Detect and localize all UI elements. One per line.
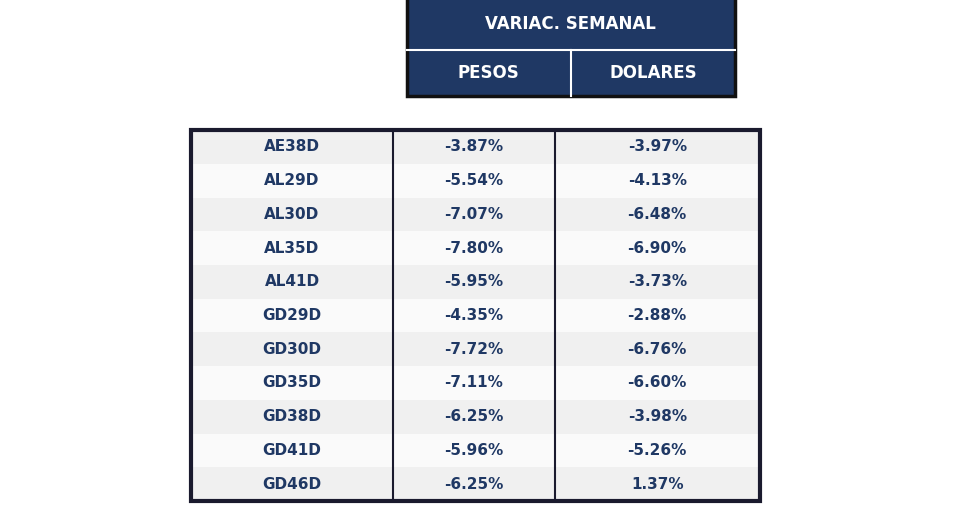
Text: GD35D: GD35D (263, 375, 321, 390)
Text: -3.98%: -3.98% (627, 409, 687, 424)
Text: -5.26%: -5.26% (627, 443, 687, 458)
Text: VARIAC. SEMANAL: VARIAC. SEMANAL (485, 15, 657, 33)
Text: -6.90%: -6.90% (627, 241, 687, 255)
Text: AE38D: AE38D (264, 140, 320, 155)
Text: -5.95%: -5.95% (444, 275, 504, 289)
Text: -3.73%: -3.73% (627, 275, 687, 289)
Text: -7.07%: -7.07% (444, 207, 504, 222)
Text: -7.80%: -7.80% (444, 241, 504, 255)
Bar (191, 366, 760, 400)
Text: GD30D: GD30D (263, 342, 321, 357)
Bar (191, 400, 760, 433)
Text: -5.54%: -5.54% (444, 173, 504, 188)
Text: GD38D: GD38D (263, 409, 321, 424)
Text: -6.60%: -6.60% (627, 375, 687, 390)
Text: -3.97%: -3.97% (627, 140, 687, 155)
Text: -7.72%: -7.72% (444, 342, 504, 357)
Bar (191, 232, 760, 265)
Bar (191, 198, 760, 232)
Bar (191, 130, 760, 501)
Text: AL41D: AL41D (265, 275, 319, 289)
Bar (191, 265, 760, 298)
Text: GD29D: GD29D (263, 308, 321, 323)
Text: -5.96%: -5.96% (444, 443, 504, 458)
Bar (407, 0, 735, 96)
Text: AL30D: AL30D (265, 207, 319, 222)
Bar (191, 433, 760, 467)
Text: GD41D: GD41D (263, 443, 321, 458)
Text: -6.25%: -6.25% (444, 409, 504, 424)
Text: -6.76%: -6.76% (627, 342, 687, 357)
Bar (191, 332, 760, 366)
Text: -6.25%: -6.25% (444, 477, 504, 492)
Text: GD46D: GD46D (263, 477, 321, 492)
Text: AL35D: AL35D (265, 241, 319, 255)
Text: DOLARES: DOLARES (610, 64, 697, 82)
Text: PESOS: PESOS (458, 64, 519, 82)
Bar (191, 467, 760, 501)
Bar (191, 298, 760, 332)
Text: -4.35%: -4.35% (444, 308, 504, 323)
Text: -3.87%: -3.87% (444, 140, 504, 155)
Text: -2.88%: -2.88% (627, 308, 687, 323)
Text: 1.37%: 1.37% (631, 477, 683, 492)
Text: -6.48%: -6.48% (627, 207, 687, 222)
Text: -7.11%: -7.11% (445, 375, 504, 390)
Text: -4.13%: -4.13% (627, 173, 687, 188)
Bar (191, 130, 760, 164)
Text: AL29D: AL29D (265, 173, 319, 188)
Bar (191, 164, 760, 198)
